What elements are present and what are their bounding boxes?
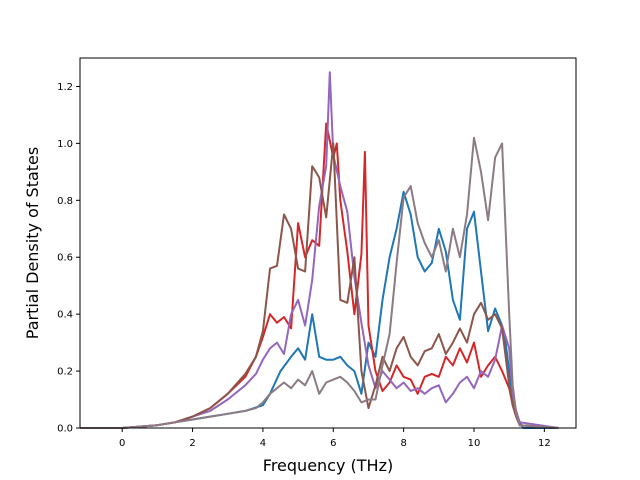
plot-frame [79,57,577,429]
x-tick-label: 12 [538,438,551,449]
y-tick-label: 0.8 [57,196,73,207]
x-axis-label: Frequency (THz) [263,456,393,475]
y-tick-label: 1.2 [57,82,73,93]
series-line-3 [80,71,559,429]
series-line-1 [80,190,559,429]
x-tick-label: 10 [468,438,481,449]
y-axis-ticks: 0.0 0.2 0.4 0.6 0.8 1.0 1.2 [57,82,80,435]
x-tick-label: 8 [400,438,406,449]
y-tick-label: 0.4 [57,310,73,321]
series-line-2 [80,122,559,429]
y-tick-label: 1.0 [57,139,73,150]
plot-lines [80,71,559,429]
x-tick-label: 4 [260,438,266,449]
series-line-4 [80,142,559,429]
y-tick-label: 0.2 [57,367,73,378]
x-tick-label: 6 [330,438,336,449]
x-tick-label: 2 [189,438,195,449]
y-axis-label: Partial Density of States [23,147,42,339]
y-tick-label: 0.0 [57,424,73,435]
x-axis-ticks: 0 2 4 6 8 10 12 [119,428,551,449]
y-tick-label: 0.6 [57,253,73,264]
x-tick-label: 0 [119,438,125,449]
series-line-5 [80,136,559,429]
